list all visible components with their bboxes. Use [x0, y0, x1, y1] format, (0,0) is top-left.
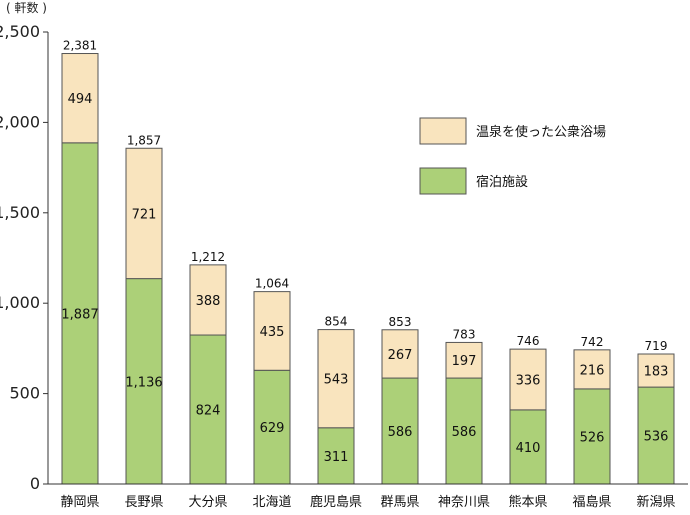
legend-swatch	[419, 167, 467, 195]
bar-segment-bathhouse	[381, 329, 419, 379]
y-axis-unit-label: ( 軒数 )	[6, 0, 47, 15]
y-axis: 0 500 1,000 1,500 2,000 2,500	[0, 22, 49, 493]
x-category-label: 群馬県	[380, 495, 419, 510]
data-label: 586	[452, 425, 477, 440]
bar-segment-lodging	[509, 409, 547, 485]
total-label: 783	[453, 327, 476, 341]
y-tick-label: 500	[9, 384, 40, 403]
x-category-label: 熊本県	[508, 494, 547, 510]
data-label: 536	[644, 430, 669, 445]
x-category-label: 福島県	[572, 495, 611, 510]
legend-label: 温泉を使った公衆浴場	[476, 124, 606, 140]
data-label: 311	[324, 450, 349, 465]
data-label: 1,887	[61, 307, 98, 322]
y-tick-label: 2,000	[0, 112, 40, 131]
data-label: 388	[196, 294, 221, 309]
bar-segment-lodging	[253, 369, 291, 485]
x-axis: 静岡県 長野県 大分県 北海道 鹿児島県 群馬県 神奈川県 熊本県 福島県 新潟県	[48, 483, 688, 510]
data-label: 183	[644, 365, 669, 380]
data-label: 410	[516, 441, 541, 456]
bar-segment-bathhouse	[317, 329, 355, 429]
bar-segment-bathhouse	[509, 348, 547, 411]
x-category-label: 鹿児島県	[310, 494, 362, 510]
data-label: 721	[132, 207, 157, 222]
legend-label: 宿泊施設	[476, 174, 528, 190]
x-category-label: 神奈川県	[438, 495, 490, 510]
y-tick-label: 2,500	[0, 22, 40, 41]
x-category-label: 北海道	[252, 495, 291, 510]
bar-segment-lodging	[189, 334, 227, 485]
data-label: 824	[196, 404, 221, 419]
bar-segment-bathhouse	[445, 341, 483, 379]
legend-swatch	[419, 117, 467, 145]
y-tick-label: 0	[30, 474, 40, 493]
total-label: 1,064	[255, 277, 289, 291]
bars: 1,887 494 2,381 1,136 721 1,857 824 388 1,212 629…	[61, 39, 675, 485]
total-label: 854	[325, 315, 348, 329]
data-label: 526	[580, 430, 605, 445]
data-label: 494	[68, 92, 93, 107]
total-label: 719	[645, 339, 668, 353]
bar-segment-bathhouse	[253, 291, 291, 371]
total-label: 746	[517, 334, 540, 348]
total-label: 2,381	[63, 39, 97, 53]
data-label: 216	[580, 363, 605, 378]
bar-segment-bathhouse	[637, 353, 675, 388]
data-label: 586	[388, 425, 413, 440]
bar-segment-bathhouse	[573, 349, 611, 390]
total-label: 1,857	[127, 133, 161, 147]
bar-segment-lodging	[381, 377, 419, 485]
bar-segment-bathhouse	[61, 53, 99, 144]
total-label: 853	[389, 315, 412, 329]
x-category-label: 新潟県	[636, 494, 675, 510]
total-label: 1,212	[191, 250, 225, 264]
data-label: 1,136	[125, 375, 162, 390]
bar-segment-bathhouse	[125, 147, 163, 280]
x-category-label: 大分県	[188, 495, 227, 510]
total-label: 742	[581, 335, 604, 349]
x-category-label: 静岡県	[60, 495, 99, 510]
y-tick-label: 1,000	[0, 293, 40, 312]
bar-segment-lodging	[445, 377, 483, 485]
data-label: 435	[260, 325, 285, 340]
data-label: 336	[516, 373, 541, 388]
data-label: 267	[388, 348, 413, 363]
bar-segment-bathhouse	[189, 264, 227, 336]
data-label: 197	[452, 354, 477, 369]
bar-segment-lodging	[573, 388, 611, 485]
y-tick-label: 1,500	[0, 203, 40, 222]
bar-segment-lodging	[125, 278, 163, 485]
data-label: 629	[260, 421, 285, 436]
data-label: 543	[324, 373, 349, 388]
x-category-label: 長野県	[124, 495, 163, 510]
